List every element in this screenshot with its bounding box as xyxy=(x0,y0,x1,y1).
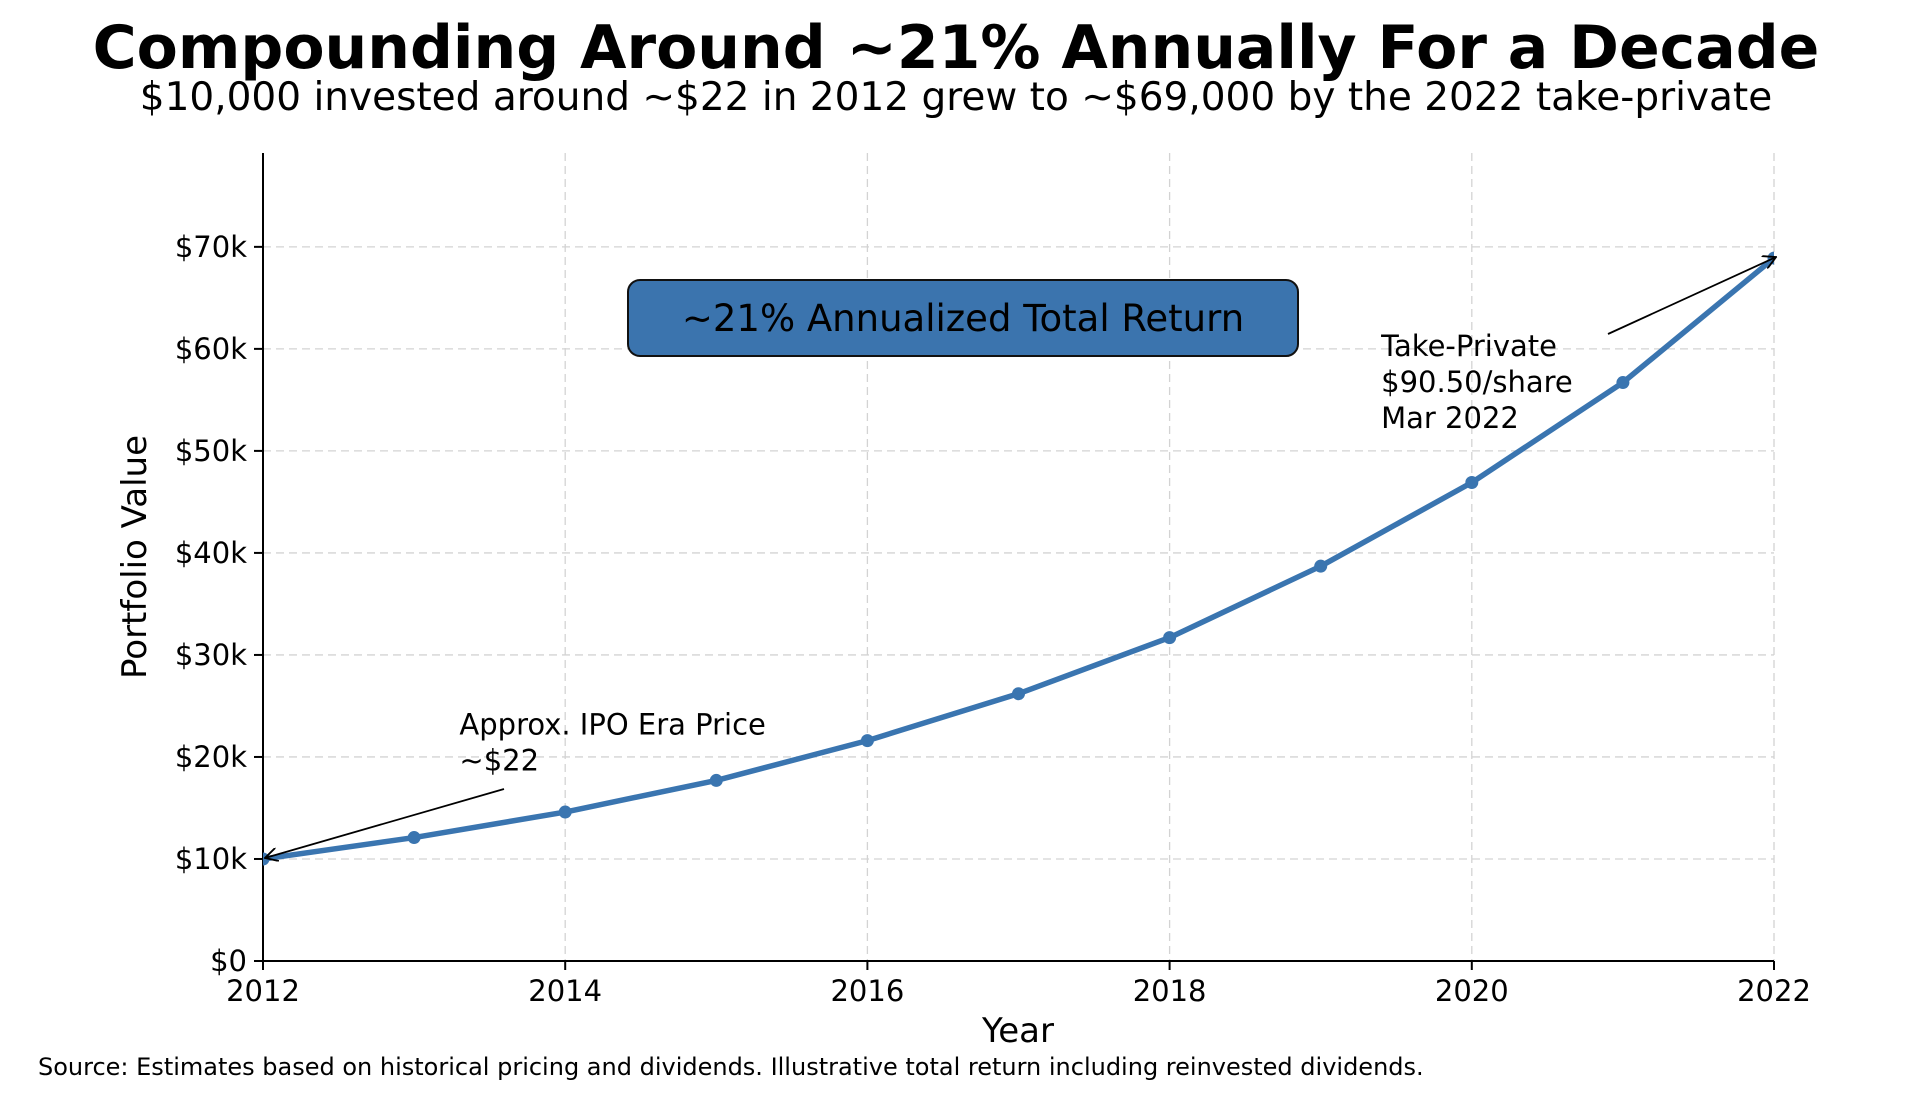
series-group xyxy=(263,251,1774,866)
y-axis-label: Portfolio Value xyxy=(115,435,155,679)
x-tick-label: 2016 xyxy=(830,974,904,1008)
annotation-text-line: Approx. IPO Era Price xyxy=(459,708,765,742)
y-tick-label: $50k xyxy=(175,434,247,468)
x-axis-label: Year xyxy=(981,1011,1054,1051)
data-point xyxy=(558,805,572,819)
y-tick-label: $10k xyxy=(175,842,247,876)
annotation-text-line: ~$22 xyxy=(459,744,539,778)
chart-title: Compounding Around ~21% Annually For a D… xyxy=(93,13,1820,83)
annotations: Approx. IPO Era Price~$22 Take-Private$90… xyxy=(265,257,1776,858)
callout-box: ~21% Annualized Total Return xyxy=(627,279,1299,357)
chart-subtitle: $10,000 invested around ~$22 in 2012 gre… xyxy=(140,75,1772,120)
y-tick-label: $0 xyxy=(210,944,247,978)
y-axis-ticks: $0 $10k $20k $30k $40k $50k $60k $70k xyxy=(175,230,263,978)
y-tick-label: $20k xyxy=(175,740,247,774)
y-tick-label: $40k xyxy=(175,536,247,570)
data-point xyxy=(1163,631,1177,645)
ipo-annotation: Approx. IPO Era Price~$22 xyxy=(265,708,766,858)
y-tick-label: $70k xyxy=(175,230,247,264)
annotation-text-line: Take-Private xyxy=(1380,329,1557,363)
data-point xyxy=(709,773,723,787)
y-tick-label: $60k xyxy=(175,332,247,366)
y-tick-label: $30k xyxy=(175,638,247,672)
data-point xyxy=(860,734,874,748)
callout-box-text: ~21% Annualized Total Return xyxy=(682,297,1244,340)
x-tick-label: 2018 xyxy=(1133,974,1207,1008)
annotation-text-line: Mar 2022 xyxy=(1381,401,1519,435)
data-point xyxy=(1314,559,1328,573)
data-point xyxy=(1465,476,1479,490)
data-point xyxy=(1012,687,1025,701)
x-tick-label: 2014 xyxy=(528,974,602,1008)
x-gridlines xyxy=(564,153,1775,961)
data-point xyxy=(407,831,421,845)
source-footnote: Source: Estimates based on historical pr… xyxy=(38,1053,1424,1081)
x-axis-ticks: 2012 2014 2016 2018 2020 2022 xyxy=(226,961,1811,1008)
annotation-arrow xyxy=(265,788,505,858)
callout-box-background xyxy=(627,279,1299,357)
annotation-arrow xyxy=(1607,257,1776,335)
x-tick-label: 2020 xyxy=(1435,974,1509,1008)
data-point xyxy=(1616,376,1630,390)
y-gridlines xyxy=(263,246,1774,860)
annotation-text-line: $90.50/share xyxy=(1381,365,1573,399)
x-tick-label: 2012 xyxy=(226,974,300,1008)
x-tick-label: 2022 xyxy=(1737,974,1811,1008)
